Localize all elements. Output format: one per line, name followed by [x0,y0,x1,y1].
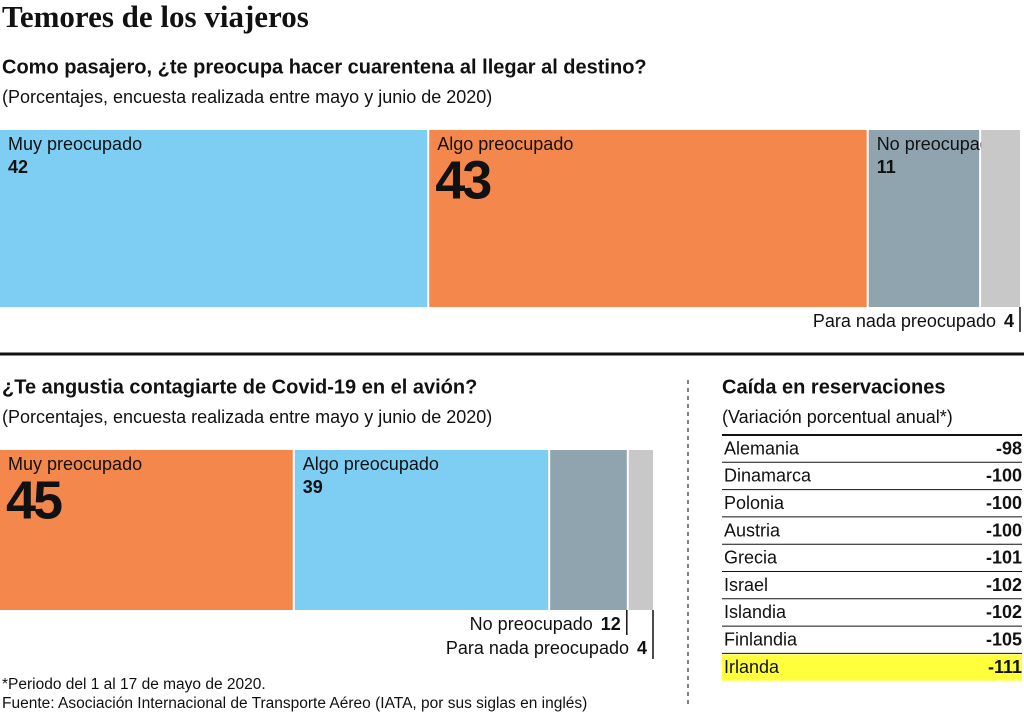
table-subtitle: (Variación porcentual anual*) [722,407,953,427]
segment-label: Muy preocupado [8,134,142,154]
bar-segment [0,450,293,610]
segment-label: Muy preocupado [8,454,142,474]
main-title: Temores de los viajeros [2,0,309,34]
chart-subtitle: (Porcentajes, encuesta realizada entre m… [2,87,492,107]
table-title: Caída en reservaciones [722,376,945,398]
footnote: *Periodo del 1 al 17 de mayo de 2020. [2,676,266,693]
change-value: -102 [986,602,1022,622]
country: Grecia [724,548,778,568]
segment-label: Para nada preocupado [446,638,629,658]
segment-value: 42 [8,157,28,177]
segment-value: 4 [637,638,647,658]
bar-segment [550,450,627,610]
change-value: -102 [986,575,1022,595]
change-value: -100 [986,493,1022,513]
country: Irlanda [724,657,780,677]
bar-segment [868,130,980,307]
segment-value: 11 [877,157,896,177]
country: Islandia [724,602,787,622]
country: Polonia [724,493,785,513]
segment-value: 39 [303,477,323,497]
segment-value: 45 [6,470,62,530]
change-value: -111 [988,657,1022,677]
segment-label: Algo preocupado [437,134,573,154]
country: Alemania [724,438,800,458]
source: Fuente: Asociación Internacional de Tran… [2,695,587,712]
bar-segment [0,130,428,307]
country: Israel [724,575,768,595]
bar-segment [429,130,867,307]
row-highlight [722,654,1022,681]
bar-segment [628,450,653,610]
country: Finlandia [724,630,798,650]
segment-value: 43 [435,150,491,210]
segment-value: 4 [1004,311,1014,331]
segment-label: Para nada preocupado [813,311,996,331]
segment-label: No preocupado [877,134,1000,154]
chart-subtitle: (Porcentajes, encuesta realizada entre m… [2,407,492,427]
segment-label: Algo preocupado [303,454,439,474]
bar-segment [981,130,1020,307]
change-value: -105 [986,630,1022,650]
change-value: -100 [986,466,1022,486]
change-value: -98 [996,438,1022,458]
country: Dinamarca [724,466,812,486]
segment-value: 12 [601,614,621,634]
chart-title: Como pasajero, ¿te preocupa hacer cuaren… [2,56,647,78]
country: Austria [724,520,781,540]
change-value: -100 [986,520,1022,540]
chart-title: ¿Te angustia contagiarte de Covid-19 en … [2,376,477,398]
bar-segment [294,450,549,610]
change-value: -101 [986,548,1022,568]
segment-label: No preocupado [470,614,593,634]
